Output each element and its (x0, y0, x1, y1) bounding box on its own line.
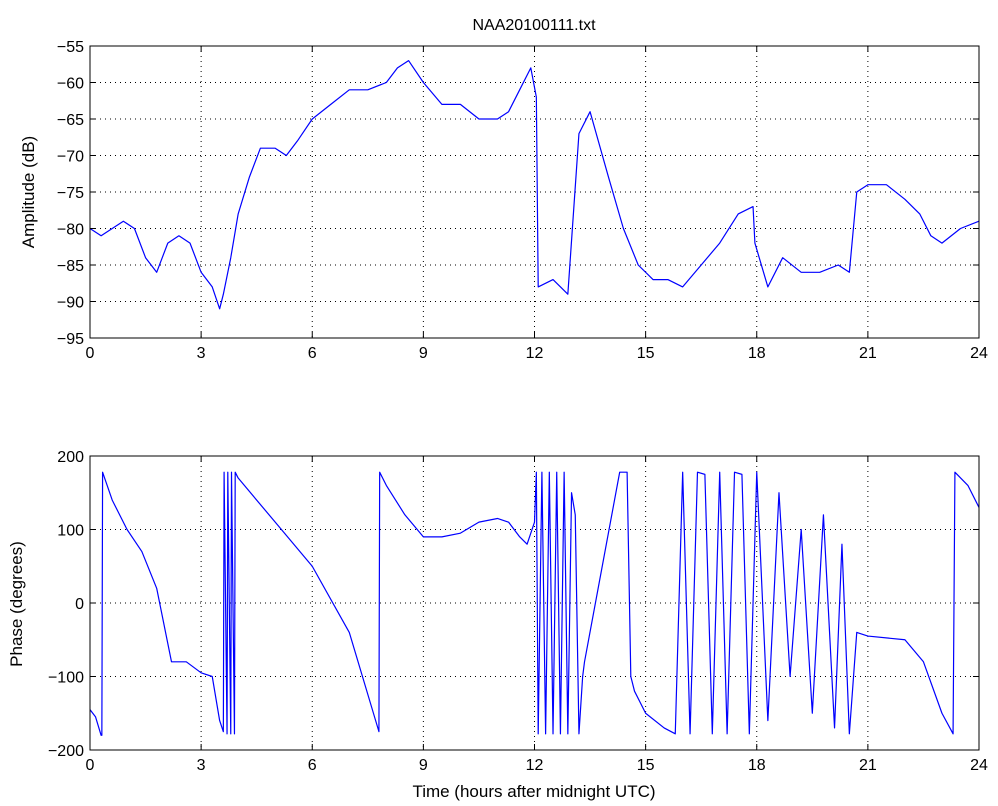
phase-x-tick-label: 0 (86, 757, 95, 774)
amplitude-x-tick-label: 6 (308, 345, 317, 362)
x-axis-label: Time (hours after midnight UTC) (412, 782, 655, 801)
amplitude-y-tick-label: −75 (57, 185, 84, 202)
amplitude-y-tick-label: −60 (57, 76, 84, 93)
amplitude-x-tick-label: 0 (86, 345, 95, 362)
phase-x-tick-label: 9 (419, 757, 428, 774)
bottom-y-axis-label: Phase (degrees) (7, 541, 26, 667)
amplitude-y-tick-label: −85 (57, 258, 84, 275)
amplitude-x-tick-label: 12 (526, 345, 544, 362)
phase-x-tick-label: 24 (970, 757, 988, 774)
amplitude-y-tick-label: −70 (57, 149, 84, 166)
amplitude-x-tick-label: 3 (197, 345, 206, 362)
phase-x-tick-label: 6 (308, 757, 317, 774)
amplitude-series-line (89, 60, 980, 310)
phase-x-tick-label: 3 (197, 757, 206, 774)
amplitude-y-tick-label: −65 (57, 112, 84, 129)
amplitude-x-tick-label: 21 (859, 345, 877, 362)
amplitude-x-tick-label: 24 (970, 345, 988, 362)
top-y-axis-label: Amplitude (dB) (19, 136, 38, 248)
phase-x-tick-label: 12 (526, 757, 544, 774)
phase-x-tick-label: 21 (859, 757, 877, 774)
phase-x-tick-label: 18 (748, 757, 766, 774)
amplitude-y-tick-label: −95 (57, 331, 84, 348)
phase-y-tick-label: 100 (57, 523, 84, 540)
phase-axes: 0 3 6 9 12 15 18 21 24 −200 −100 0 100 200 (48, 449, 988, 774)
amplitude-x-tick-label: 18 (748, 345, 766, 362)
top-chart-title: NAA20100111.txt (472, 17, 596, 34)
amplitude-y-tick-label: −90 (57, 295, 84, 312)
amplitude-y-tick-label: −55 (57, 39, 84, 56)
amplitude-x-tick-label: 15 (637, 345, 655, 362)
phase-y-tick-label: −100 (48, 670, 84, 687)
phase-series-line (89, 471, 980, 736)
phase-y-tick-label: 200 (57, 449, 84, 466)
amplitude-x-tick-label: 9 (419, 345, 428, 362)
phase-x-tick-label: 15 (637, 757, 655, 774)
amplitude-axes: 0 3 6 9 12 15 18 21 24 −95 −90 −85 −80 −75 −70 −65 −60 −5… (57, 39, 988, 362)
phase-y-tick-label: 0 (75, 596, 84, 613)
phase-y-tick-label: −200 (48, 743, 84, 760)
amplitude-y-tick-label: −80 (57, 222, 84, 239)
